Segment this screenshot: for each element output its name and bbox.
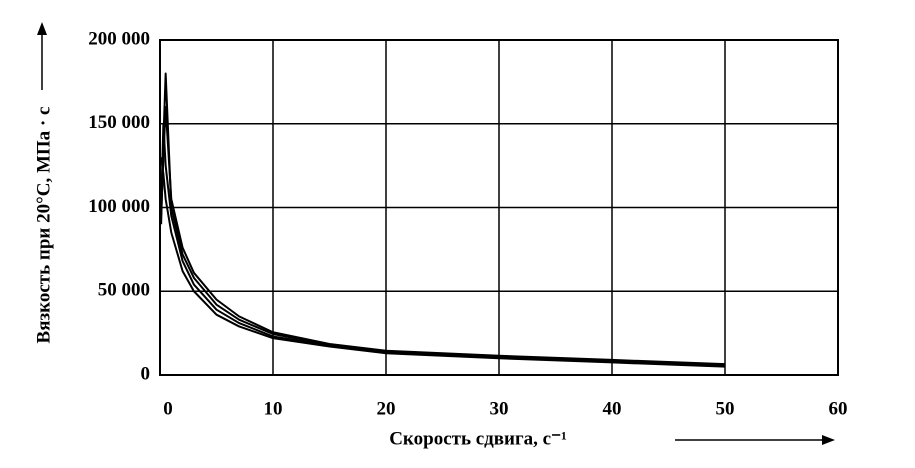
x-arrow [675, 435, 835, 445]
y-tick-label: 100 000 [88, 196, 150, 217]
y-axis-title: Вязкость при 20°С, МПа · с [33, 107, 54, 344]
x-tick-label: 30 [490, 398, 509, 419]
curve [160, 157, 726, 368]
y-tick-label: 200 000 [88, 28, 150, 49]
y-arrow [37, 22, 47, 90]
y-tick-label: 0 [141, 363, 151, 384]
plot-frame [159, 39, 839, 376]
x-tick-label: 10 [264, 398, 283, 419]
curve [160, 106, 726, 366]
x-tick-label: 20 [377, 398, 396, 419]
x-tick-label: 40 [603, 398, 622, 419]
y-tick-label: 50 000 [98, 280, 150, 301]
x-tick-label: 50 [716, 398, 735, 419]
y-tick-label: 150 000 [88, 112, 150, 133]
x-axis-title: Скорость сдвига, с⁻¹ [389, 428, 567, 449]
curve [160, 72, 726, 366]
x-tick-label: 0 [163, 398, 173, 419]
x-tick-label: 60 [829, 398, 848, 419]
